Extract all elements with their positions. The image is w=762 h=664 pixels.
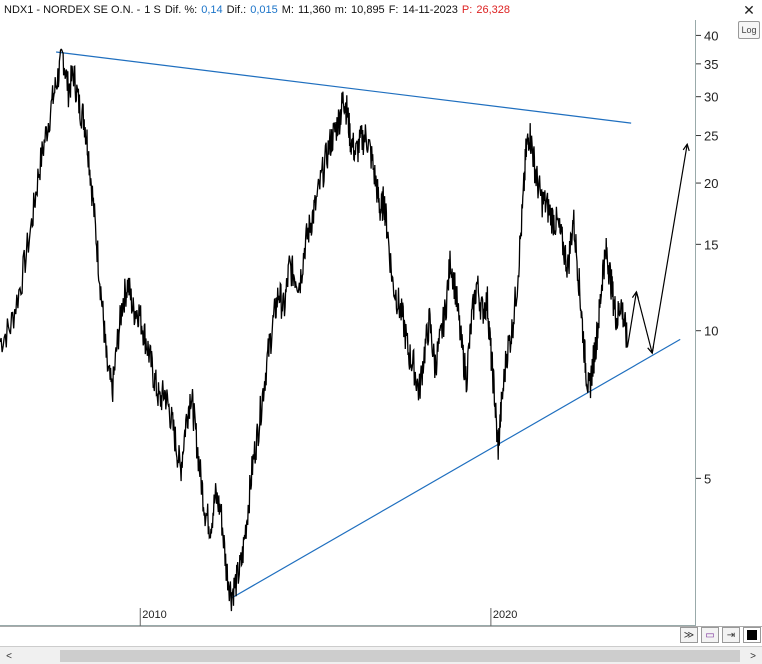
- symbol-label: NDX1 - NORDEX SE O.N. -: [4, 4, 141, 16]
- interval-label: 1 S: [144, 4, 161, 16]
- stop-icon[interactable]: [743, 627, 761, 643]
- price-value: 26,328: [476, 4, 510, 16]
- dif-pct-label: Dif. %:: [164, 4, 198, 16]
- dif-label: Dif.:: [226, 4, 247, 16]
- date-value: 14-11-2023: [402, 4, 458, 16]
- price-label: P:: [461, 4, 473, 16]
- chart-toolbar: ≫ ▭ ⇥: [680, 627, 761, 644]
- log-scale-button[interactable]: Log: [738, 21, 760, 39]
- pin-icon[interactable]: ⇥: [722, 627, 740, 643]
- chart-header: NDX1 - NORDEX SE O.N. - 1 S Dif. %: 0,14…: [0, 0, 762, 20]
- scroll-thumb[interactable]: [60, 650, 740, 662]
- collapse-icon[interactable]: ≫: [680, 627, 698, 643]
- plot-area[interactable]: [0, 20, 696, 626]
- scroll-right-icon[interactable]: >: [750, 650, 756, 662]
- trendline: [231, 338, 681, 599]
- max-label: M:: [281, 4, 294, 16]
- min-label: m:: [334, 4, 348, 16]
- min-value: 10,895: [351, 4, 385, 16]
- dif-value: 0,015: [250, 4, 278, 16]
- y-tick-label: 30: [704, 90, 718, 105]
- scroll-left-icon[interactable]: <: [6, 650, 12, 662]
- horizontal-scrollbar[interactable]: < >: [0, 646, 762, 664]
- inner-year-label: 2020: [493, 609, 517, 621]
- projection-arrowhead: [647, 346, 655, 355]
- y-tick-label: 5: [704, 471, 711, 486]
- y-tick-label: 20: [704, 176, 718, 191]
- y-tick-label: 10: [704, 324, 718, 339]
- max-value: 11,360: [297, 4, 331, 16]
- trendline: [56, 51, 632, 124]
- projection-arrowhead: [682, 142, 690, 152]
- y-tick-label: 35: [704, 57, 718, 72]
- date-label: F:: [388, 4, 399, 16]
- inner-year-label: 2010: [142, 609, 166, 621]
- projection-path: [627, 144, 688, 354]
- save-icon[interactable]: ▭: [701, 627, 719, 643]
- close-icon[interactable]: ✕: [743, 1, 755, 18]
- projection-arrowhead: [631, 290, 639, 299]
- dif-pct-value: 0,14: [201, 4, 223, 16]
- y-tick-label: 25: [704, 129, 718, 144]
- y-tick-label: 40: [704, 28, 718, 43]
- y-tick-label: 15: [704, 237, 718, 252]
- x-axis-bar: [0, 626, 762, 646]
- y-axis-panel: [696, 20, 762, 626]
- price-line: [0, 48, 629, 612]
